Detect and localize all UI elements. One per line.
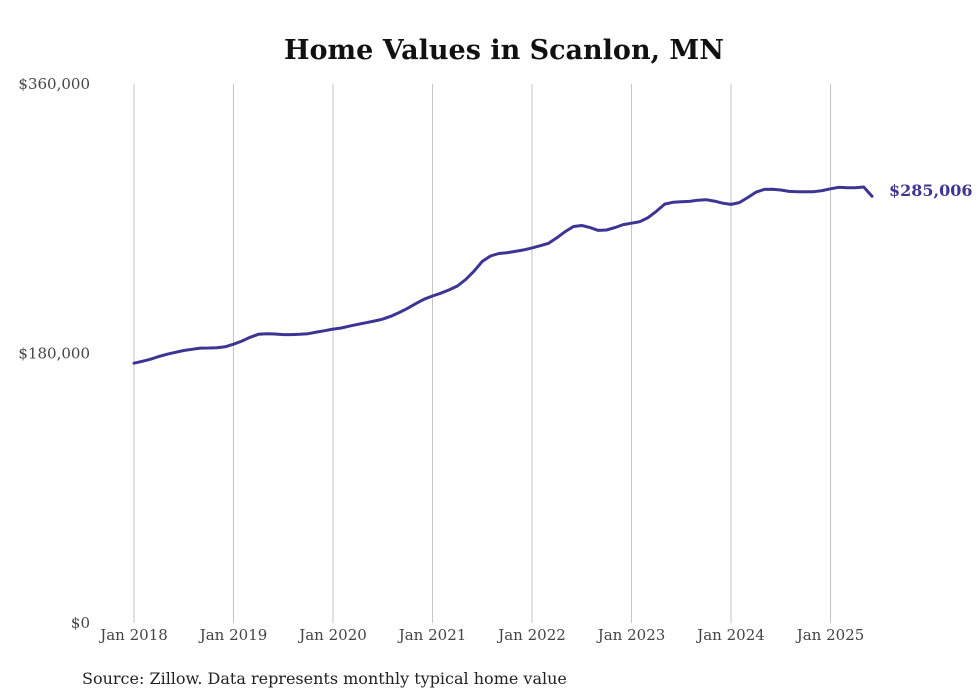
x-tick-label: Jan 2019 xyxy=(198,626,268,644)
x-tick-label: Jan 2021 xyxy=(397,626,467,644)
latest-value-label: $285,006 xyxy=(889,181,973,200)
x-axis-ticks: Jan 2018 Jan 2019 Jan 2020 Jan 2021 Jan 2022… xyxy=(98,626,864,644)
home-value-line xyxy=(132,185,874,365)
grid-lines xyxy=(133,84,831,623)
chart-title: Home Values in Scanlon, MN xyxy=(284,35,724,66)
x-tick-label: Jan 2018 xyxy=(98,626,168,644)
source-note: Source: Zillow. Data represents monthly … xyxy=(82,669,567,688)
y-tick-label: $0 xyxy=(71,614,90,632)
x-tick-label: Jan 2023 xyxy=(596,626,666,644)
x-tick-label: Jan 2022 xyxy=(496,626,566,644)
x-tick-label: Jan 2025 xyxy=(795,626,865,644)
y-tick-label: $180,000 xyxy=(18,345,90,363)
y-tick-label: $360,000 xyxy=(18,75,90,93)
x-tick-label: Jan 2020 xyxy=(297,626,367,644)
y-axis-ticks: $0 $180,000 $360,000 xyxy=(18,75,90,632)
x-tick-label: Jan 2024 xyxy=(695,626,765,644)
